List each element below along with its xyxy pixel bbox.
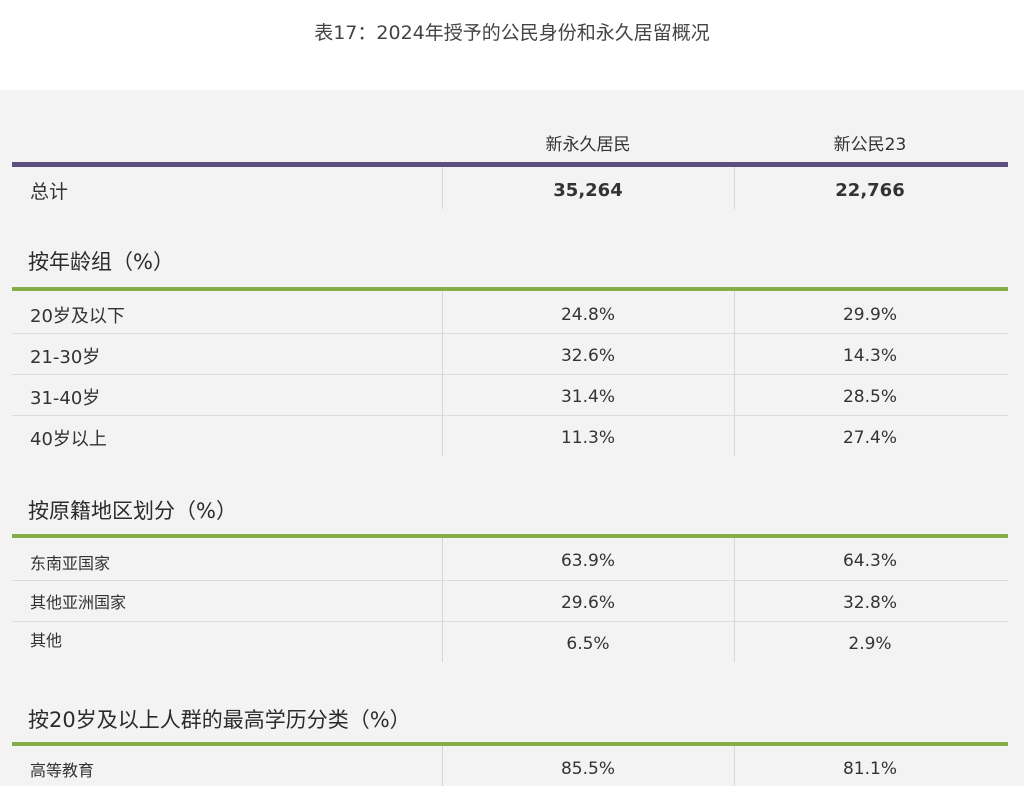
column-divider [442, 746, 443, 786]
row-divider [12, 415, 1008, 416]
row-value-permanent-residents: 29.6% [560, 593, 615, 613]
column-divider [734, 291, 735, 456]
row-divider [12, 621, 1008, 622]
row-label: 其他 [30, 631, 63, 650]
header-rule [12, 162, 1008, 167]
row-value-permanent-residents: 63.9% [560, 551, 615, 571]
column-divider [442, 538, 443, 662]
total-new-citizens: 22,766 [835, 180, 905, 201]
total-permanent-residents: 35,264 [553, 180, 623, 201]
column-header-permanent-residents: 新永久居民 [545, 135, 631, 155]
row-value-new-citizens: 29.9% [842, 305, 897, 325]
total-label: 总计 [30, 181, 69, 203]
row-value-permanent-residents: 32.6% [560, 346, 615, 366]
row-value-new-citizens: 32.8% [842, 593, 897, 613]
row-value-new-citizens: 2.9% [848, 634, 892, 654]
column-divider [734, 746, 735, 786]
column-header-new-citizens: 新公民23 [833, 135, 907, 155]
column-divider [442, 291, 443, 456]
column-divider [734, 538, 735, 662]
column-divider [734, 167, 735, 209]
row-value-permanent-residents: 6.5% [566, 634, 610, 654]
row-divider [12, 374, 1008, 375]
row-value-permanent-residents: 31.4% [560, 387, 615, 407]
section-rule-age [12, 287, 1008, 291]
row-value-permanent-residents: 85.5% [560, 759, 615, 779]
row-value-new-citizens: 27.4% [842, 428, 897, 448]
row-label: 21-30岁 [30, 347, 101, 368]
row-value-permanent-residents: 11.3% [560, 428, 615, 448]
row-value-new-citizens: 64.3% [842, 551, 897, 571]
row-divider [12, 580, 1008, 581]
row-label: 31-40岁 [30, 388, 101, 409]
row-value-new-citizens: 28.5% [842, 387, 897, 407]
table-panel [0, 90, 1024, 786]
row-label: 20岁及以下 [30, 306, 125, 327]
section-rule-origin [12, 534, 1008, 538]
row-label: 其他亚洲国家 [30, 593, 127, 612]
row-label: 40岁以上 [30, 429, 107, 450]
column-divider [442, 167, 443, 209]
row-value-new-citizens: 14.3% [842, 346, 897, 366]
section-title-origin: 按原籍地区划分（%） [28, 499, 237, 523]
row-divider [12, 333, 1008, 334]
section-title-education: 按20岁及以上人群的最高学历分类（%） [28, 708, 411, 732]
section-title-age: 按年龄组（%） [28, 250, 174, 274]
row-label: 东南亚国家 [30, 554, 111, 573]
row-value-new-citizens: 81.1% [842, 759, 897, 779]
section-rule-education [12, 742, 1008, 746]
row-value-permanent-residents: 24.8% [560, 305, 615, 325]
row-label: 高等教育 [30, 761, 95, 780]
table-caption: 表17：2024年授予的公民身份和永久居留概况 [314, 22, 710, 44]
